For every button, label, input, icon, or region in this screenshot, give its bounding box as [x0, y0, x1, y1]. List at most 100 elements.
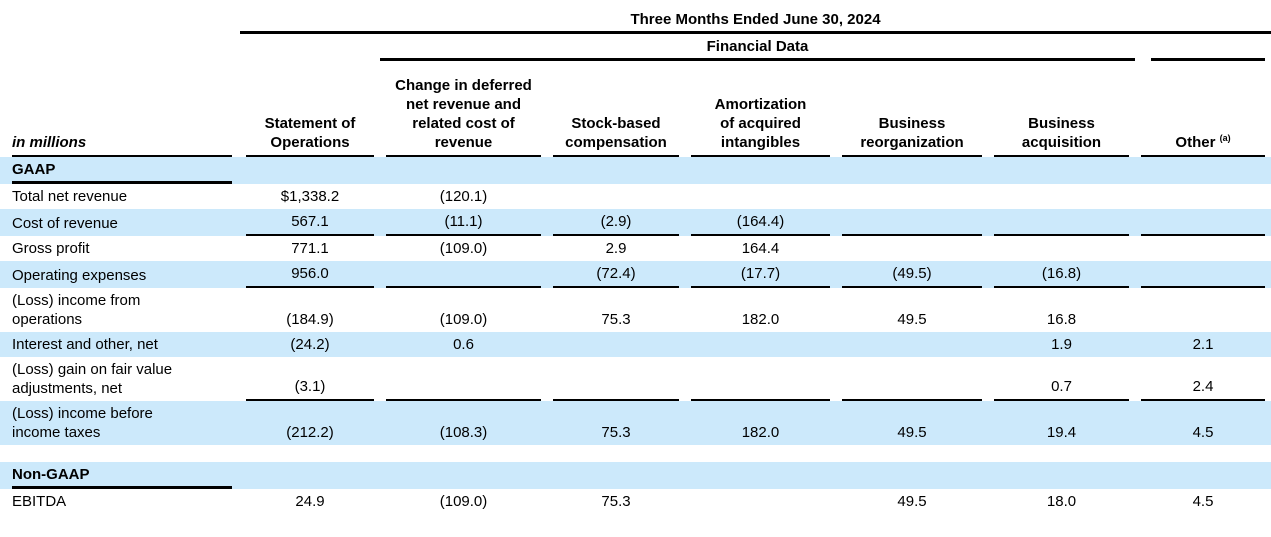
row-label: (Loss) income from operations: [12, 292, 141, 328]
cell-value: [553, 332, 679, 357]
cell-value: 2.4: [1141, 374, 1266, 401]
empty-cell: [240, 157, 380, 184]
cell-value: 75.3: [601, 424, 631, 441]
group-header-row: Financial Data: [0, 34, 1271, 61]
empty-cell: [836, 157, 988, 184]
col-header-deferred-net-revenue: Change in deferred net revenue and relat…: [380, 61, 547, 157]
table-row: Operating expenses 956.0 (72.4) (17.7) (49.…: [0, 261, 1271, 288]
cell-value: 16.8: [1046, 311, 1077, 328]
cell-value: 956.0: [246, 261, 374, 288]
cell-value: 24.9: [295, 493, 325, 510]
table-row: Total net revenue $1,338.2 (120.1): [0, 184, 1271, 209]
cell-value: 182.0: [741, 311, 780, 328]
unit-label-cell: in millions: [0, 61, 240, 157]
col-header-statement-of-operations: Statement of Operations: [240, 61, 380, 157]
empty-corner: [0, 7, 240, 34]
table-row: Cost of revenue 567.1 (11.1) (2.9) (164.4): [0, 209, 1271, 236]
empty-cell: [1135, 462, 1271, 489]
cell-value: (2.9): [553, 209, 679, 236]
period-header-cell: Three Months Ended June 30, 2024: [240, 7, 1271, 34]
footnote-marker: (a): [1219, 133, 1231, 143]
cell-value: 182.0: [741, 424, 780, 441]
cell-value: 567.1: [246, 209, 374, 236]
period-title: Three Months Ended June 30, 2024: [630, 11, 881, 28]
table-row: (Loss) gain on fair value adjustments, n…: [0, 357, 1271, 401]
other-column-rule: [1151, 58, 1266, 61]
cell-value: [1141, 184, 1265, 209]
unit-label: in millions: [12, 130, 232, 157]
financial-table: Three Months Ended June 30, 2024 Financi…: [0, 7, 1271, 514]
cell-value: [842, 374, 982, 401]
cell-value: (17.7): [691, 261, 830, 288]
cell-value: 0.6: [453, 336, 474, 353]
empty-cell: [836, 462, 988, 489]
other-column-rule-cell: [1135, 34, 1271, 61]
cell-value: 75.3: [601, 493, 631, 510]
cell-value: (120.1): [439, 188, 488, 205]
cell-value: [553, 374, 679, 401]
cell-value: (109.0): [439, 493, 488, 510]
cell-value: [994, 184, 1129, 209]
cell-value: 49.5: [897, 424, 927, 441]
table-row: Gross profit 771.1 (109.0) 2.9 164.4: [0, 236, 1271, 261]
cell-value: [1141, 307, 1265, 332]
empty-cell: [1135, 157, 1271, 184]
col-header-other: Other (a): [1135, 61, 1271, 157]
cell-value: 164.4: [741, 240, 780, 257]
row-label: Cost of revenue: [12, 215, 118, 232]
cell-value: (184.9): [286, 311, 334, 328]
spacer-row: [0, 445, 1271, 462]
cell-value: (3.1): [246, 374, 374, 401]
cell-value: [691, 332, 830, 357]
col-header-stock-based-compensation: Stock-based compensation: [547, 61, 685, 157]
period-header-row: Three Months Ended June 30, 2024: [0, 7, 1271, 34]
cell-value: 75.3: [601, 311, 631, 328]
cell-value: 49.5: [897, 493, 927, 510]
cell-value: 4.5: [1192, 493, 1214, 510]
cell-value: 4.5: [1192, 424, 1214, 441]
empty-cell: [380, 462, 547, 489]
empty-cell: [988, 462, 1135, 489]
cell-value: (164.4): [691, 209, 830, 236]
cell-value: 49.5: [897, 311, 927, 328]
spacer-cell: [0, 445, 1271, 462]
row-label: Total net revenue: [12, 188, 128, 205]
group-title: Financial Data: [706, 38, 809, 55]
group-header-cell: Financial Data: [380, 34, 1135, 61]
table-row: (Loss) income before income taxes (212.2)…: [0, 401, 1271, 445]
cell-value: [994, 209, 1129, 236]
cell-value: [691, 184, 830, 209]
cell-value: 1.9: [1051, 336, 1072, 353]
col-header-business-acquisition: Business acquisition: [988, 61, 1135, 157]
cell-value: [842, 209, 982, 236]
col-header-amortization-intangibles: Amortization of acquired intangibles: [685, 61, 836, 157]
empty-cell: [0, 34, 240, 61]
cell-value: (212.2): [286, 424, 334, 441]
row-label: Operating expenses: [12, 267, 147, 284]
cell-value: (108.3): [439, 424, 488, 441]
section-header-row: Non-GAAP: [0, 462, 1271, 489]
table-row: Interest and other, net (24.2) 0.6 1.9 2.1: [0, 332, 1271, 357]
cell-value: 2.9: [605, 240, 627, 257]
row-label: Interest and other, net: [12, 336, 158, 353]
table-row: EBITDA 24.9 (109.0) 75.3 49.5 18.0 4.5: [0, 489, 1271, 514]
cell-value: 0.7: [994, 374, 1129, 401]
row-label: EBITDA: [12, 493, 67, 510]
empty-cell: [240, 462, 380, 489]
section-label: GAAP: [12, 157, 232, 184]
empty-cell: [240, 34, 380, 61]
cell-value: [553, 184, 679, 209]
row-label: (Loss) gain on fair value adjustments, n…: [12, 361, 173, 397]
cell-value: [386, 374, 541, 401]
cell-value: [1141, 236, 1265, 261]
cell-value: (72.4): [553, 261, 679, 288]
cell-value: [1141, 261, 1266, 288]
cell-value: (24.2): [290, 336, 330, 353]
empty-cell: [380, 157, 547, 184]
cell-value: [386, 261, 541, 288]
column-header-row: in millions Statement of Operations Chan…: [0, 61, 1271, 157]
cell-value: (11.1): [386, 209, 541, 236]
section-label: Non-GAAP: [12, 462, 232, 489]
cell-value: (109.0): [439, 240, 488, 257]
cell-value: [1141, 209, 1266, 236]
